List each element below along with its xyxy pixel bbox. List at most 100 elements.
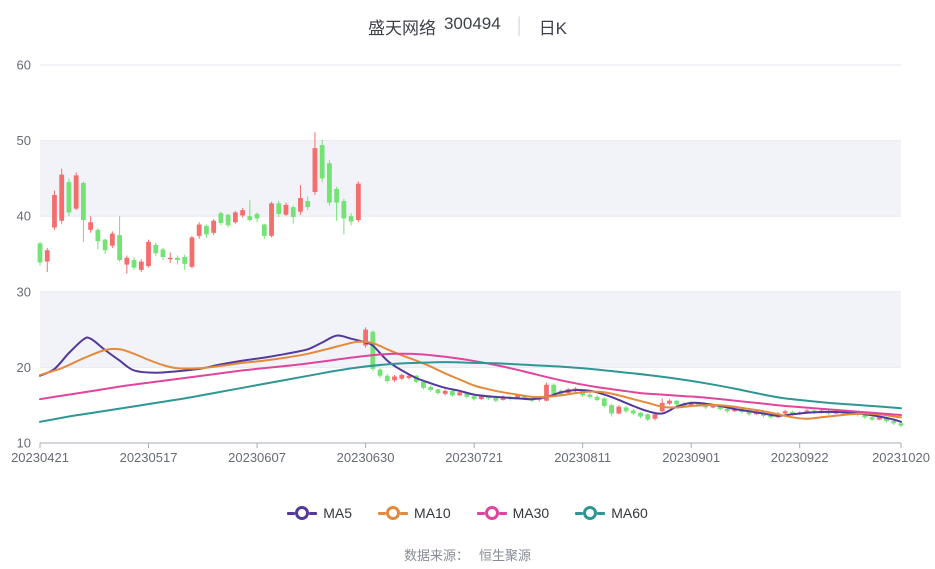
ma5-legend-marker: [287, 506, 318, 520]
chart-legend: MA5 MA10 MA30 MA60: [0, 505, 935, 521]
candle-body: [406, 375, 412, 378]
legend-label-ma10: MA10: [414, 505, 451, 521]
ma60-line-glyph: [575, 511, 584, 515]
period-label[interactable]: 日K: [538, 19, 568, 38]
stock-title: 盛天网络 300494: [368, 14, 501, 39]
legend-item-ma60[interactable]: MA60: [575, 505, 648, 521]
ma5-line: [39, 334, 902, 423]
candle-body: [305, 201, 311, 208]
candle-body: [377, 369, 383, 376]
candle-body: [261, 224, 267, 236]
candle-body: [732, 408, 737, 412]
candle-body: [44, 250, 50, 262]
candle-body: [334, 188, 340, 203]
candle-body: [464, 392, 470, 397]
candle-body: [609, 405, 614, 414]
candle-body: [73, 175, 79, 209]
candle-body: [421, 381, 426, 388]
candle-body: [319, 145, 325, 179]
y-axis-label: 30: [17, 284, 31, 299]
legend-label-ma5: MA5: [323, 505, 353, 521]
legend-item-ma10[interactable]: MA10: [378, 505, 451, 521]
candle-body: [782, 411, 788, 414]
legend-label-ma30: MA30: [512, 505, 550, 521]
candle-body: [211, 220, 217, 233]
candle-body: [327, 163, 332, 203]
candle-body: [146, 241, 151, 267]
candle-body: [384, 375, 390, 382]
candle-body: [167, 257, 173, 260]
candle-body: [667, 400, 672, 404]
candle-body: [363, 329, 368, 346]
candle-body: [189, 237, 195, 267]
candle-body: [341, 201, 347, 219]
candle-body: [703, 405, 709, 408]
candle-body: [688, 402, 694, 406]
candle-body: [724, 408, 730, 412]
x-axis: 20230421 20230517 20230607 20230630 20230721…: [11, 443, 930, 465]
candle-body: [102, 239, 108, 251]
candle-body: [66, 182, 72, 213]
x-axis-label: 20230607: [228, 450, 286, 465]
shaded-bands: [40, 140, 901, 368]
candle-body: [638, 412, 643, 417]
candle-body: [790, 412, 795, 415]
candle-body: [399, 374, 405, 379]
candle-body: [218, 213, 224, 224]
x-axis-label: 20231020: [872, 450, 930, 465]
candle-body: [95, 229, 101, 242]
ma10-line-glyph: [378, 511, 387, 515]
candle-body: [717, 405, 723, 409]
y-axis-label: 60: [17, 58, 31, 73]
x-axis-label: 20230811: [554, 450, 611, 465]
candle-body: [450, 390, 455, 396]
legend-item-ma5[interactable]: MA5: [287, 505, 352, 521]
candle-body: [283, 204, 289, 215]
candle-body: [435, 389, 441, 394]
chart-title: 盛天网络 300494 │ 日K: [0, 14, 935, 39]
x-axis-label: 20230421: [11, 450, 69, 465]
candles[interactable]: [37, 132, 904, 428]
candle-body: [131, 260, 137, 268]
candle-body: [804, 410, 810, 413]
ma60-line-glyph: [597, 511, 606, 515]
legend-item-ma30[interactable]: MA30: [476, 505, 550, 521]
candle-body: [551, 384, 557, 394]
candle-body: [616, 406, 622, 414]
candle-body: [522, 396, 528, 399]
candle-body: [493, 397, 499, 401]
candle-body: [428, 387, 434, 391]
x-axis-label: 20230922: [771, 450, 829, 465]
ma60-ring-icon: [583, 506, 598, 520]
stock-code: 300494: [443, 14, 501, 33]
data-source-label: 数据来源：: [403, 548, 469, 563]
candle-body: [674, 400, 680, 405]
ma5-line-glyph: [287, 511, 296, 515]
candle-body: [862, 415, 868, 418]
candle-body: [109, 233, 115, 246]
candle-body: [478, 396, 484, 400]
candle-body: [891, 421, 897, 424]
candle-body: [696, 402, 701, 406]
stock-name: 盛天网络: [367, 19, 436, 38]
ma30-ring-icon: [484, 506, 499, 520]
candle-body: [124, 257, 130, 265]
candle-body: [601, 398, 607, 406]
candle-body: [884, 418, 889, 422]
candle-body: [876, 417, 882, 420]
candle-body: [753, 412, 759, 415]
x-axis-label: 20230630: [337, 450, 395, 465]
candle-body: [471, 396, 477, 400]
candle-body: [645, 414, 651, 420]
ma60-legend-marker: [575, 506, 606, 520]
ma30-line-glyph: [476, 511, 485, 515]
candle-body: [196, 224, 202, 236]
x-axis-label: 20230901: [662, 450, 720, 465]
y-axis-label: 20: [17, 360, 31, 375]
candle-body: [710, 405, 716, 408]
candle-body: [240, 210, 245, 216]
candle-body: [312, 148, 318, 193]
candle-body: [746, 412, 752, 415]
legend-label-ma60: MA60: [611, 505, 648, 521]
